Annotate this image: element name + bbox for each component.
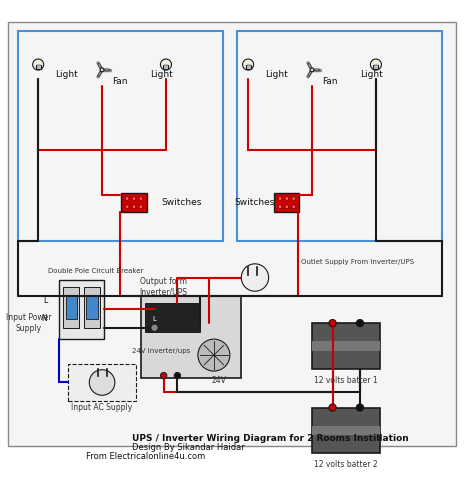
Ellipse shape <box>98 71 101 77</box>
Circle shape <box>285 205 289 209</box>
Circle shape <box>161 373 167 379</box>
Circle shape <box>132 205 136 209</box>
Bar <box>312 408 381 453</box>
Text: Light: Light <box>55 70 78 79</box>
Bar <box>312 341 381 350</box>
Text: Switches: Switches <box>235 198 275 207</box>
Circle shape <box>329 404 336 411</box>
Circle shape <box>125 197 129 201</box>
Circle shape <box>329 320 336 327</box>
Bar <box>141 296 241 378</box>
Bar <box>65 296 77 319</box>
Text: ElectricalOnline4u.com: ElectricalOnline4u.com <box>265 166 410 179</box>
Circle shape <box>356 404 364 411</box>
Circle shape <box>278 197 282 201</box>
Text: Input AC Supply: Input AC Supply <box>72 403 133 412</box>
Circle shape <box>139 205 143 209</box>
Circle shape <box>285 197 289 201</box>
Bar <box>86 296 98 319</box>
Circle shape <box>33 59 44 70</box>
Bar <box>36 65 41 69</box>
Circle shape <box>125 205 129 209</box>
Text: Outlet Supply From Inverter/UPS: Outlet Supply From Inverter/UPS <box>301 258 414 265</box>
Text: L: L <box>43 296 47 305</box>
Text: From Electricalonline4u.com: From Electricalonline4u.com <box>86 452 205 461</box>
Text: L: L <box>153 316 156 321</box>
Circle shape <box>132 197 136 201</box>
Circle shape <box>151 324 158 331</box>
Text: Switches: Switches <box>162 198 202 207</box>
Bar <box>59 280 104 339</box>
Bar <box>164 65 168 69</box>
Text: Light: Light <box>265 70 288 79</box>
Text: ElectricalOnline4u.com: ElectricalOnline4u.com <box>46 166 191 179</box>
Ellipse shape <box>308 63 311 68</box>
Circle shape <box>243 59 254 70</box>
Bar <box>63 287 79 328</box>
Circle shape <box>278 205 282 209</box>
Text: 12 volts batter 1: 12 volts batter 1 <box>314 375 378 385</box>
Circle shape <box>174 373 181 379</box>
Text: Fan: Fan <box>112 77 128 86</box>
Text: 24V: 24V <box>211 375 226 385</box>
Text: Fan: Fan <box>322 77 338 86</box>
Text: Double Pole Circuit Breaker: Double Pole Circuit Breaker <box>47 268 143 274</box>
Ellipse shape <box>104 69 109 71</box>
Circle shape <box>160 59 172 70</box>
Text: Design By Sikandar Haidar: Design By Sikandar Haidar <box>132 443 245 452</box>
Bar <box>274 193 300 212</box>
Circle shape <box>292 197 296 201</box>
Bar <box>312 426 381 435</box>
Text: 24V Inverter/ups: 24V Inverter/ups <box>132 348 190 353</box>
Text: UPS / Inverter Wiring Diagram for 2 Rooms Instillation: UPS / Inverter Wiring Diagram for 2 Room… <box>132 434 409 442</box>
Ellipse shape <box>98 63 101 68</box>
Circle shape <box>241 264 269 291</box>
Bar <box>246 65 251 69</box>
Text: Light: Light <box>150 70 173 79</box>
Circle shape <box>198 339 230 371</box>
Text: Output form
Inverter/UPS: Output form Inverter/UPS <box>140 277 188 296</box>
Ellipse shape <box>314 69 319 71</box>
Circle shape <box>356 320 364 327</box>
Bar <box>68 364 137 401</box>
Bar <box>237 31 442 241</box>
Bar <box>374 65 378 69</box>
Ellipse shape <box>308 71 311 77</box>
Circle shape <box>100 68 104 72</box>
Text: ElectricalOnline4u.com: ElectricalOnline4u.com <box>99 327 228 337</box>
Circle shape <box>310 68 314 72</box>
Bar <box>312 323 381 369</box>
Circle shape <box>292 205 296 209</box>
Text: N: N <box>42 314 47 323</box>
Circle shape <box>370 59 382 70</box>
Bar <box>121 193 146 212</box>
Bar <box>146 303 200 332</box>
Bar <box>84 287 100 328</box>
Bar <box>18 31 223 241</box>
Text: 12 volts batter 2: 12 volts batter 2 <box>314 460 378 469</box>
Circle shape <box>89 370 115 395</box>
Circle shape <box>139 197 143 201</box>
Text: Input Power
Supply: Input Power Supply <box>6 313 52 333</box>
Text: Light: Light <box>360 70 383 79</box>
